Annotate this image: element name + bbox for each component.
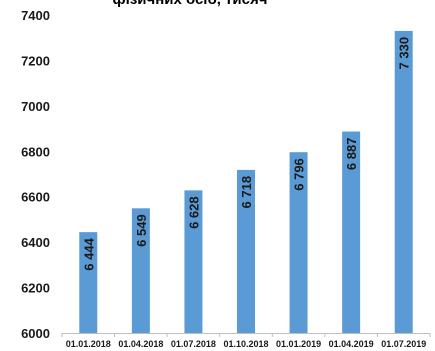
data-label: 7 330 — [397, 37, 412, 70]
data-label: 6 718 — [239, 176, 254, 209]
y-tick-label: 7200 — [21, 53, 50, 68]
bar — [184, 190, 203, 333]
x-tick-label: 01.01.2018 — [66, 339, 111, 349]
data-labels: 6 444 6 549 6 628 6 718 6 796 6 887 7 330 — [81, 37, 411, 271]
x-tick-label: 01.07.2018 — [171, 339, 216, 349]
bar — [394, 30, 413, 334]
y-tick-label: 6200 — [21, 281, 50, 296]
data-label: 6 444 — [81, 237, 96, 270]
bar-series — [79, 30, 413, 334]
bar — [289, 152, 308, 333]
data-label: 6 796 — [292, 158, 307, 191]
y-tick-label: 6800 — [21, 144, 50, 159]
data-label: 6 887 — [344, 138, 359, 171]
bar — [342, 131, 361, 333]
bar — [237, 169, 255, 333]
y-tick-label: 6600 — [21, 190, 50, 205]
bar — [79, 232, 98, 333]
x-tick-label: 01.04.2018 — [118, 339, 163, 349]
data-label: 6 549 — [134, 214, 149, 247]
x-tick-label: 01.07.2019 — [381, 339, 426, 349]
y-axis: 6000 6200 6400 6600 6800 7000 7200 7400 — [21, 8, 50, 341]
y-tick-label: 7400 — [21, 8, 50, 23]
x-tick-label: 01.04.2019 — [329, 339, 374, 349]
x-tick-label: 01.01.2019 — [276, 339, 321, 349]
data-label: 6 628 — [186, 196, 201, 229]
chart-title: фізичних осіб, тисяч — [113, 0, 268, 8]
x-tick-label: 01.10.2018 — [223, 339, 268, 349]
x-axis: 01.01.2018 01.04.2018 01.07.2018 01.10.2018… — [61, 333, 431, 349]
y-tick-label: 6400 — [21, 235, 50, 250]
bar — [131, 208, 150, 333]
y-tick-label: 7000 — [21, 99, 50, 114]
y-tick-label: 6000 — [21, 326, 50, 341]
